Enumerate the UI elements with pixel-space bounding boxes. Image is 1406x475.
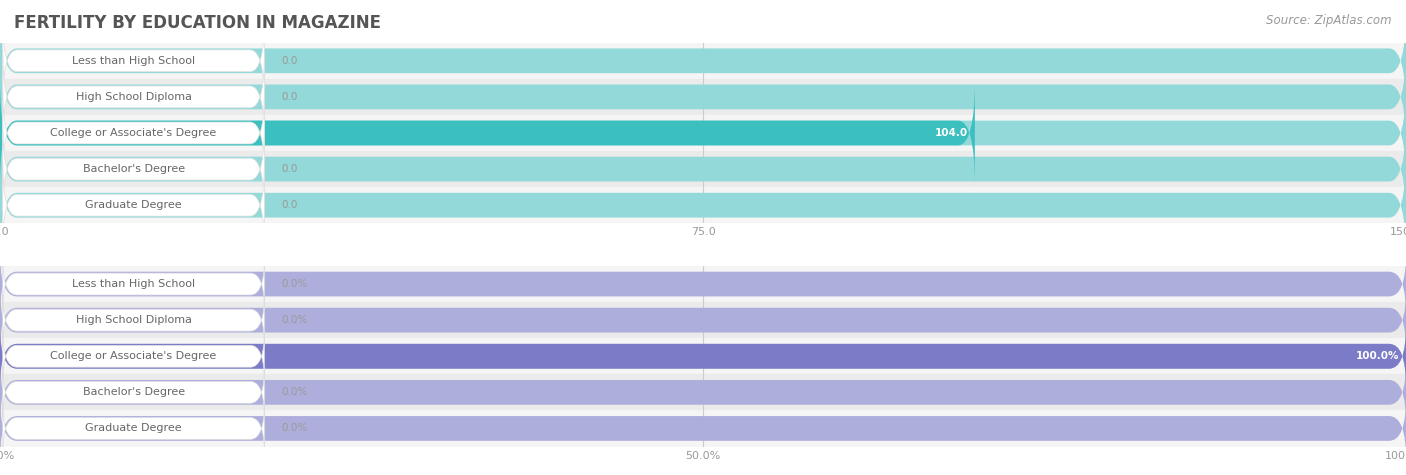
Bar	[0, 151, 1406, 187]
Text: 0.0%: 0.0%	[281, 423, 308, 434]
Bar	[0, 79, 1406, 115]
Text: 100.0%: 100.0%	[1355, 351, 1399, 361]
Text: Source: ZipAtlas.com: Source: ZipAtlas.com	[1267, 14, 1392, 27]
FancyBboxPatch shape	[0, 152, 1406, 258]
Bar	[0, 43, 1406, 79]
Text: 0.0: 0.0	[281, 56, 298, 66]
Text: Bachelor's Degree: Bachelor's Degree	[83, 387, 184, 398]
Text: 0.0: 0.0	[281, 200, 298, 210]
Text: 104.0: 104.0	[935, 128, 967, 138]
FancyBboxPatch shape	[0, 80, 1406, 186]
FancyBboxPatch shape	[3, 295, 264, 345]
Text: Graduate Degree: Graduate Degree	[86, 423, 181, 434]
Bar	[0, 374, 1406, 410]
FancyBboxPatch shape	[0, 325, 1406, 387]
FancyBboxPatch shape	[3, 162, 264, 248]
Text: 0.0%: 0.0%	[281, 387, 308, 398]
FancyBboxPatch shape	[0, 116, 1406, 222]
FancyBboxPatch shape	[0, 325, 1406, 387]
FancyBboxPatch shape	[3, 367, 264, 418]
Text: Less than High School: Less than High School	[72, 279, 195, 289]
Text: Less than High School: Less than High School	[72, 56, 195, 66]
FancyBboxPatch shape	[3, 403, 264, 454]
FancyBboxPatch shape	[0, 398, 1406, 459]
Text: College or Associate's Degree: College or Associate's Degree	[51, 351, 217, 361]
Bar	[0, 187, 1406, 223]
Bar	[0, 410, 1406, 446]
Text: Graduate Degree: Graduate Degree	[86, 200, 181, 210]
Text: 0.0%: 0.0%	[281, 279, 308, 289]
Bar	[0, 266, 1406, 302]
FancyBboxPatch shape	[0, 8, 1406, 114]
FancyBboxPatch shape	[0, 44, 1406, 150]
Text: FERTILITY BY EDUCATION IN MAGAZINE: FERTILITY BY EDUCATION IN MAGAZINE	[14, 14, 381, 32]
FancyBboxPatch shape	[3, 90, 264, 176]
FancyBboxPatch shape	[0, 289, 1406, 351]
FancyBboxPatch shape	[0, 361, 1406, 423]
FancyBboxPatch shape	[3, 126, 264, 212]
FancyBboxPatch shape	[3, 18, 264, 104]
FancyBboxPatch shape	[3, 259, 264, 309]
Text: 0.0%: 0.0%	[281, 315, 308, 325]
FancyBboxPatch shape	[0, 80, 974, 186]
Text: High School Diploma: High School Diploma	[76, 315, 191, 325]
Text: High School Diploma: High School Diploma	[76, 92, 191, 102]
FancyBboxPatch shape	[3, 54, 264, 140]
Text: College or Associate's Degree: College or Associate's Degree	[51, 128, 217, 138]
Bar	[0, 115, 1406, 151]
Text: 0.0: 0.0	[281, 164, 298, 174]
Bar	[0, 302, 1406, 338]
Text: 0.0: 0.0	[281, 92, 298, 102]
Text: Bachelor's Degree: Bachelor's Degree	[83, 164, 184, 174]
FancyBboxPatch shape	[0, 253, 1406, 315]
Bar	[0, 338, 1406, 374]
FancyBboxPatch shape	[3, 331, 264, 381]
